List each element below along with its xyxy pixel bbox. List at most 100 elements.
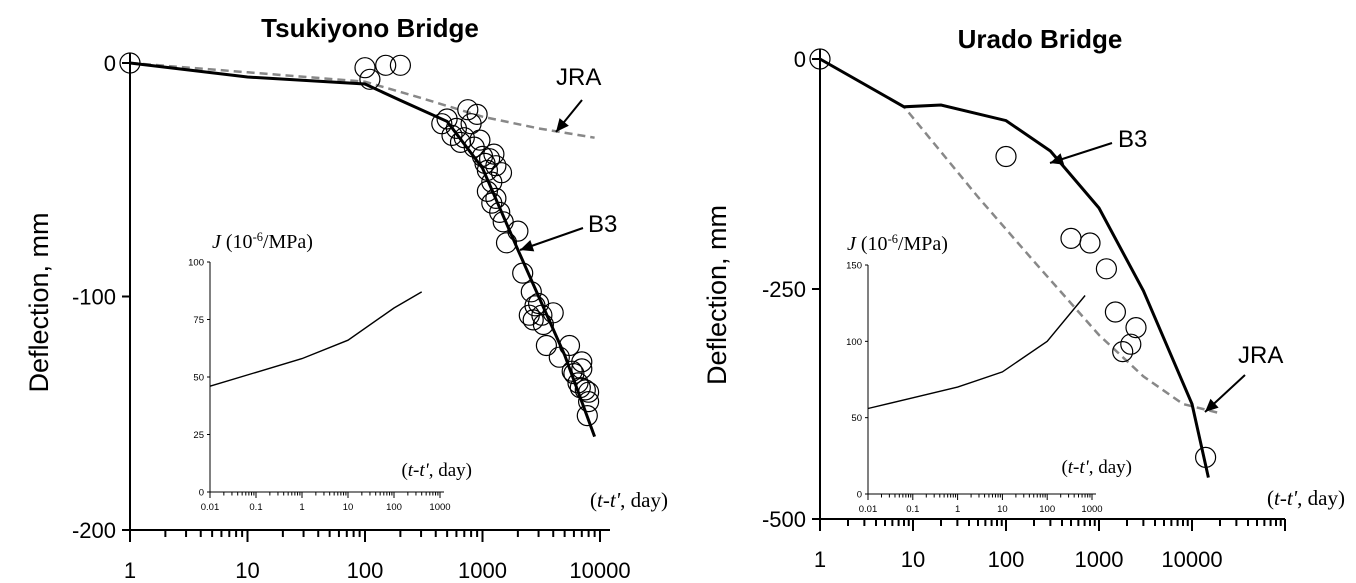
x-tick-label: 10: [235, 558, 259, 583]
data-point: [485, 155, 507, 177]
annotation-arrow: [555, 99, 583, 133]
data-point: [469, 129, 491, 151]
observed-points: [119, 52, 600, 427]
x-tick-label: 100: [988, 547, 1025, 572]
inset-chart: 0 50 100 150 0.01 0.1 1 10 100 1000 J (10-6/MPa) (t…: [846, 232, 1132, 515]
data-point: [520, 281, 542, 303]
inset-x-tick-label: 1: [955, 504, 960, 515]
y-tick-label: 0: [104, 51, 116, 76]
data-point: [809, 48, 831, 70]
inset-x-label: (t-t', day): [401, 460, 472, 481]
data-point: [1104, 301, 1127, 323]
data-point: [489, 201, 511, 223]
annotation-arrow: [1204, 374, 1246, 413]
x-tick-label: 1: [124, 558, 136, 583]
data-point: [1120, 333, 1142, 355]
inset-x-tick-label: 10: [343, 502, 354, 513]
data-point: [441, 124, 463, 146]
annotation-b3: B3: [1118, 126, 1147, 153]
data-point: [119, 52, 141, 74]
b3-line: [129, 61, 597, 438]
inset-y-label: J (10-6/MPa): [847, 232, 948, 255]
y-axis-label: Deflection, mm: [702, 205, 732, 385]
inset-x-tick-label: 1: [299, 502, 304, 513]
data-point: [576, 405, 598, 427]
inset-x-tick-label: 0.1: [249, 502, 262, 513]
data-point: [466, 103, 488, 126]
y-tick-label: 0: [794, 47, 806, 72]
inset-y-tick-label: 0: [199, 488, 204, 499]
annotation-b3: B3: [588, 211, 617, 238]
data-point: [542, 302, 564, 324]
inset-curve: [209, 291, 423, 387]
data-point: [449, 131, 472, 153]
chart-title: Urado Bridge: [958, 24, 1123, 54]
chart-panel-1: Tsukiyono Bridge Deflection, mm 0 -100 -200 1…: [24, 13, 668, 583]
data-point: [558, 334, 581, 357]
data-point: [1125, 317, 1147, 339]
x-tick-label: 100: [347, 558, 384, 583]
data-point: [1194, 446, 1217, 468]
y-tick-label: -100: [72, 285, 116, 310]
inset-y-tick-label: 50: [193, 373, 204, 384]
data-point: [375, 54, 397, 76]
data-point: [1112, 341, 1134, 363]
inset-x-tick-label: 0.01: [859, 504, 878, 515]
x-tick-label: 10000: [1161, 547, 1222, 572]
annotation-jra: JRA: [556, 64, 601, 91]
observed-points: [809, 48, 1217, 468]
data-point: [512, 262, 534, 284]
x-tick-label: 1000: [1075, 547, 1124, 572]
x-tick-label: 10: [901, 547, 925, 572]
b3-line: [819, 57, 1210, 478]
y-tick-label: -250: [762, 277, 806, 302]
data-point: [1095, 258, 1118, 280]
annotation-arrow-head: [520, 240, 535, 252]
inset-x-tick-label: 10: [997, 504, 1008, 515]
inset-y-tick-label: 75: [193, 315, 204, 326]
x-tick-label: 1: [814, 547, 826, 572]
data-point: [476, 180, 498, 202]
jra-line: [819, 57, 1221, 415]
inset-y-tick-label: 150: [846, 261, 862, 272]
inset-y-tick-label: 100: [188, 258, 204, 269]
inset-y-tick-label: 25: [193, 430, 204, 441]
data-point: [577, 391, 600, 413]
data-point: [567, 372, 589, 394]
inset-x-tick-label: 1000: [1081, 504, 1102, 515]
annotation-arrow-head: [1205, 398, 1219, 412]
inset-y-tick-label: 50: [851, 413, 862, 424]
inset-x-tick-label: 0.01: [201, 502, 220, 513]
inset-y-tick-label: 100: [846, 337, 862, 348]
annotation-jra: JRA: [1238, 342, 1283, 369]
data-point: [574, 379, 596, 401]
inset-curve: [867, 295, 1086, 410]
annotation-arrow: [1049, 142, 1113, 165]
inset-x-tick-label: 100: [386, 502, 402, 513]
data-point: [1060, 227, 1082, 249]
inset-x-tick-label: 0.1: [906, 504, 919, 515]
data-point: [1079, 232, 1101, 254]
x-tick-label: 1000: [458, 558, 507, 583]
data-point: [495, 232, 518, 254]
data-point: [483, 143, 505, 165]
data-point: [531, 304, 553, 326]
annotation-arrow: [519, 227, 584, 252]
y-tick-label: -200: [72, 518, 116, 543]
data-point: [479, 148, 501, 170]
data-point: [485, 187, 507, 209]
x-tick-label: 10000: [569, 558, 630, 583]
data-point: [571, 358, 593, 380]
data-point: [569, 377, 591, 399]
inset-y-tick-label: 0: [857, 490, 862, 501]
y-axis-label: Deflection, mm: [24, 212, 54, 392]
chart-title: Tsukiyono Bridge: [261, 13, 479, 43]
data-point: [535, 334, 558, 357]
annotation-arrow-head: [556, 118, 569, 132]
annotation-arrow-head: [1050, 153, 1065, 165]
inset-chart: 0 25 50 75 100 0.01 0.1 1 10 100 1000 J (10-6/MPa) (…: [188, 230, 472, 513]
data-point: [457, 99, 479, 121]
data-point: [507, 220, 529, 242]
